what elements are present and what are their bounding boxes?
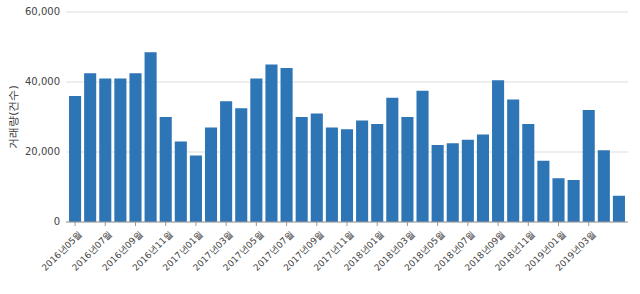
bar [447, 143, 459, 222]
x-tick [498, 222, 499, 226]
bar [220, 101, 232, 222]
x-ticks: 2016년05월2016년07월2016년09월2016년11월2017년01월… [40, 222, 598, 273]
bar [583, 110, 595, 222]
bar [281, 68, 293, 222]
bar [492, 80, 504, 222]
x-tick [316, 222, 317, 226]
bar [522, 124, 534, 222]
x-tick [226, 222, 227, 226]
bar [205, 128, 217, 223]
bar [129, 73, 141, 222]
bar [341, 129, 353, 222]
bar [265, 65, 277, 223]
y-tick-label: 20,000 [25, 146, 60, 157]
bar [552, 178, 564, 222]
x-tick [347, 222, 348, 226]
bar [432, 145, 444, 222]
x-tick [286, 222, 287, 226]
bar [160, 117, 172, 222]
bar [598, 150, 610, 222]
bar [235, 108, 247, 222]
y-axis-label: 거래량(건수) [7, 85, 20, 149]
bar [296, 117, 308, 222]
x-tick [256, 222, 257, 226]
x-tick [165, 222, 166, 226]
chart-container: 0 20,000 40,000 60,000 거래량(건수) 2016년05월2016년0… [0, 0, 640, 294]
bar [326, 128, 338, 223]
x-tick [558, 222, 559, 226]
x-tick [377, 222, 378, 226]
x-tick [437, 222, 438, 226]
x-tick [195, 222, 196, 226]
x-tick [407, 222, 408, 226]
x-tick [588, 222, 589, 226]
bar [462, 140, 474, 222]
y-tick-label: 40,000 [25, 76, 60, 87]
x-tick [105, 222, 106, 226]
bar [568, 180, 580, 222]
x-tick [467, 222, 468, 226]
bar [401, 117, 413, 222]
grid-line [66, 12, 628, 13]
bar [114, 79, 126, 223]
bar [416, 91, 428, 222]
bars [69, 52, 625, 222]
bar [537, 161, 549, 222]
x-tick-label: 2019년03월 [554, 229, 598, 273]
y-tick-labels: 0 20,000 40,000 60,000 [25, 6, 60, 227]
bar [477, 135, 489, 223]
y-grid [66, 12, 628, 222]
bar [99, 79, 111, 223]
bar [356, 121, 368, 223]
bar [311, 114, 323, 223]
y-tick-label: 0 [54, 216, 60, 227]
bar [371, 124, 383, 222]
bar [84, 73, 96, 222]
bar [250, 79, 262, 223]
bar [190, 156, 202, 223]
x-tick [135, 222, 136, 226]
bar [507, 100, 519, 223]
bar [145, 52, 157, 222]
bar [175, 142, 187, 223]
x-tick [528, 222, 529, 226]
bar [386, 98, 398, 222]
chart-svg: 0 20,000 40,000 60,000 거래량(건수) 2016년05월2016년0… [0, 0, 640, 294]
bar [613, 196, 625, 222]
y-tick-label: 60,000 [25, 6, 60, 17]
x-tick [75, 222, 76, 226]
bar [69, 96, 81, 222]
